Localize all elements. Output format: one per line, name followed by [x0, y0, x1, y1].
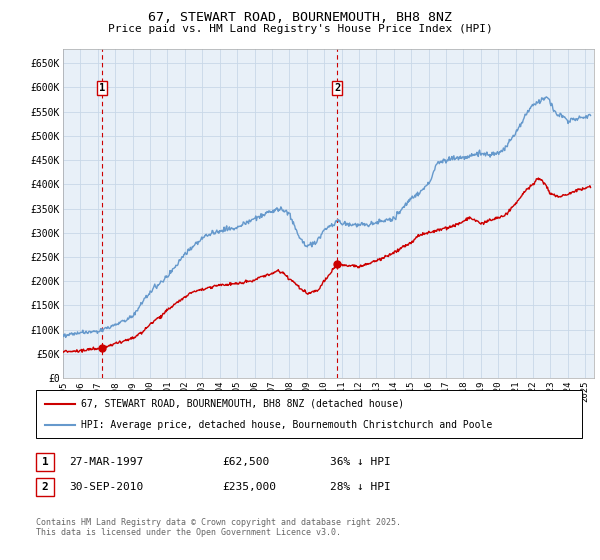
Text: 30-SEP-2010: 30-SEP-2010	[69, 482, 143, 492]
Text: 36% ↓ HPI: 36% ↓ HPI	[330, 457, 391, 467]
Text: Price paid vs. HM Land Registry's House Price Index (HPI): Price paid vs. HM Land Registry's House …	[107, 24, 493, 34]
Text: 67, STEWART ROAD, BOURNEMOUTH, BH8 8NZ (detached house): 67, STEWART ROAD, BOURNEMOUTH, BH8 8NZ (…	[81, 399, 404, 409]
Text: 67, STEWART ROAD, BOURNEMOUTH, BH8 8NZ: 67, STEWART ROAD, BOURNEMOUTH, BH8 8NZ	[148, 11, 452, 24]
Text: 27-MAR-1997: 27-MAR-1997	[69, 457, 143, 467]
Text: Contains HM Land Registry data © Crown copyright and database right 2025.
This d: Contains HM Land Registry data © Crown c…	[36, 518, 401, 538]
Text: 28% ↓ HPI: 28% ↓ HPI	[330, 482, 391, 492]
Text: £62,500: £62,500	[222, 457, 269, 467]
Text: HPI: Average price, detached house, Bournemouth Christchurch and Poole: HPI: Average price, detached house, Bour…	[81, 419, 492, 430]
Text: 2: 2	[334, 83, 340, 93]
Text: 1: 1	[98, 83, 105, 93]
Text: £235,000: £235,000	[222, 482, 276, 492]
Text: 1: 1	[41, 457, 49, 467]
Text: 2: 2	[41, 482, 49, 492]
